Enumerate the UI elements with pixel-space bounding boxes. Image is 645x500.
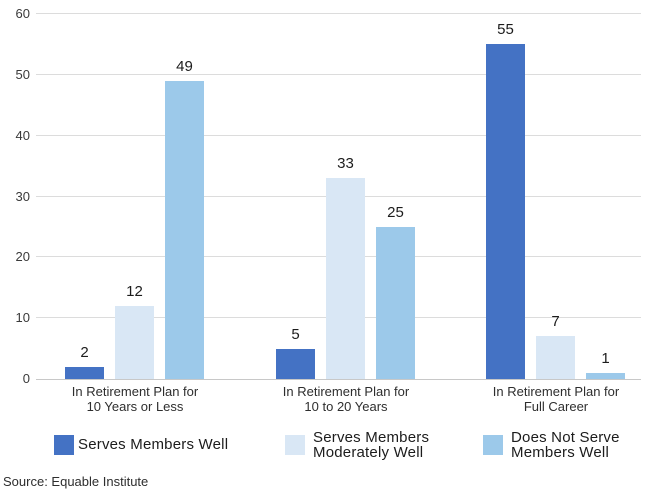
y-tick-60: 60 [15,6,30,21]
y-tick-0: 0 [22,371,30,386]
bar-group1-series2 [115,306,154,379]
category-label-2-line-1: In Retirement Plan for [282,384,410,399]
legend-label-moderately-well: Serves Members Moderately Well [313,429,430,461]
legend-swatch-does-not-serve [483,435,503,455]
category-label-3-line-2: Full Career [523,399,589,414]
value-label-group2-series1: 5 [291,325,300,343]
legend-label-serves-well: Serves Members Well [78,436,229,453]
value-label-group1-series1: 2 [80,343,89,361]
y-tick-30: 30 [15,188,30,204]
category-label-3: In Retirement Plan for Full Career [456,384,645,414]
value-label-group1-series2: 12 [126,283,143,300]
value-label-group2-series3: 25 [387,203,404,221]
gridline-y-50 [36,73,641,75]
value-label-group3-series1: 55 [497,21,514,39]
category-label-1: In Retirement Plan for 10 Years or Less [35,384,235,414]
category-label-2: In Retirement Plan for 10 to 20 Years [246,384,446,414]
gridline-y-0 [36,379,641,380]
bar-group2-series1 [276,348,315,379]
gridline-y-40 [36,134,641,136]
bar-group1-series3 [165,80,204,379]
y-tick-20: 20 [15,249,30,265]
category-label-1-line-1: In Retirement Plan for [71,384,199,399]
bar-group2-series2 [326,178,365,379]
y-tick-50: 50 [15,66,30,82]
bar-group2-series3 [376,226,415,379]
gridline-y-60 [36,13,641,14]
y-tick-10: 10 [15,310,30,326]
plot-area: 2 12 49 5 33 25 55 7 1 [36,13,641,380]
category-label-1-line-2: 10 Years or Less [86,399,184,414]
legend-swatch-moderately-well [285,435,305,455]
bar-group3-series2 [536,336,575,379]
source-note: Source: Equable Institute [3,474,149,489]
legend-label-does-not-serve: Does Not Serve Members Well [511,429,620,461]
category-label-2-line-2: 10 to 20 Years [304,399,388,414]
category-label-3-line-1: In Retirement Plan for [492,384,620,399]
value-label-group3-series2: 7 [551,313,560,331]
legend-swatch-serves-well [54,435,74,455]
value-label-group1-series3: 49 [176,57,193,75]
value-label-group3-series3: 1 [601,349,610,367]
bar-group3-series1 [486,44,525,379]
y-tick-40: 40 [15,127,30,143]
bar-group3-series3 [586,372,625,379]
bar-group1-series1 [65,366,104,379]
value-label-group2-series2: 33 [337,155,354,173]
